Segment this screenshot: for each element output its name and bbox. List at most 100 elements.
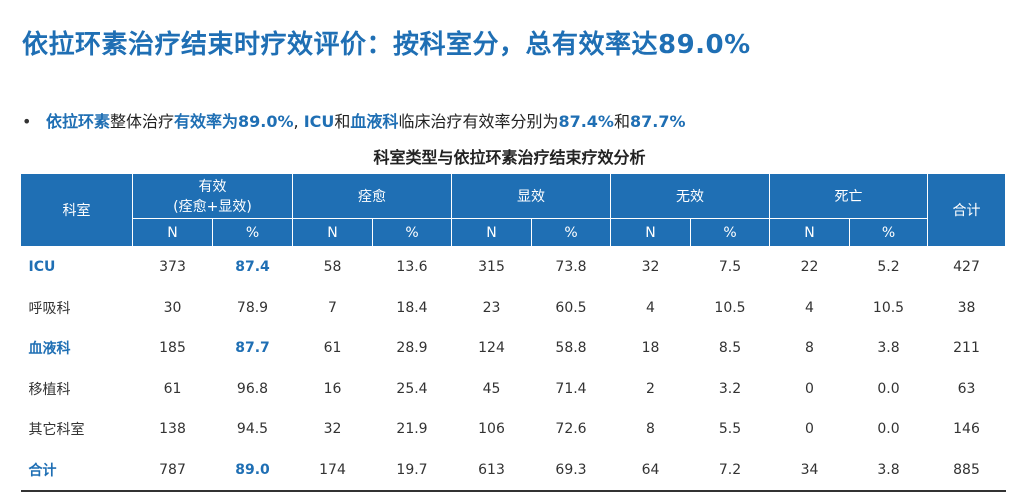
col-header-death: 死亡	[769, 173, 928, 219]
cell: 146	[953, 421, 980, 438]
cell: 8.5	[718, 340, 742, 357]
subheader-pct: %	[849, 218, 928, 247]
cell: 18	[641, 340, 660, 357]
cell: 8	[646, 421, 655, 438]
col-header-effective-line1: 有效	[198, 179, 227, 195]
cell: 30	[163, 299, 182, 316]
cell: 34	[769, 449, 850, 492]
cell: 0.0	[877, 421, 900, 438]
cell: 45	[482, 380, 501, 397]
cell: 19.7	[372, 449, 452, 492]
subheader-pct: %	[212, 218, 293, 247]
cell: 28.9	[396, 340, 428, 357]
bullet-marker: •	[22, 112, 32, 131]
efficacy-table: 科室 有效 (痊愈+显效) 痊愈 显效 无效 死亡 合计 N % N % N %…	[20, 173, 1006, 492]
subheader-n: N	[292, 218, 373, 247]
cell: 72.6	[555, 421, 587, 438]
cell: 13.6	[396, 259, 428, 276]
col-header-marked: 显效	[451, 173, 611, 219]
cell: 2	[646, 380, 655, 397]
cell: 106	[478, 421, 505, 438]
subheader-pct: %	[690, 218, 770, 247]
cell: 5.5	[718, 421, 742, 438]
subheader-pct: %	[372, 218, 452, 247]
table-row: 呼吸科 30 78.9 7 18.4 23 60.5 4 10.5 4 10.5…	[21, 288, 1006, 329]
cell: 10.5	[872, 299, 905, 316]
cell: 4	[646, 299, 655, 316]
dept-cell: 呼吸科	[28, 300, 71, 317]
table-row: 血液科 185 87.7 61 28.9 124 58.8 18 8.5 8 3…	[21, 328, 1006, 369]
col-header-dept: 科室	[20, 173, 133, 247]
cell: 87.4	[235, 259, 270, 276]
subheader-n: N	[610, 218, 691, 247]
cell: 0	[805, 380, 814, 397]
cell: 7	[328, 299, 337, 316]
cell: 185	[159, 340, 186, 357]
subheader-n: N	[769, 218, 850, 247]
bullet-text: ,	[293, 112, 304, 131]
cell: 0.0	[877, 380, 900, 397]
cell: 0	[805, 421, 814, 438]
cell: 10.5	[714, 299, 746, 316]
cell: 174	[292, 449, 373, 492]
table-row: 其它科室 138 94.5 32 21.9 106 72.6 8 5.5 0 0…	[21, 409, 1006, 450]
cell: 32	[323, 421, 342, 438]
bullet-text: 和	[334, 112, 351, 131]
bullet-text: 整体治疗	[110, 112, 175, 131]
col-header-ineffective: 无效	[610, 173, 770, 219]
table-row: 移植科 61 96.8 16 25.4 45 71.4 2 3.2 0 0.0 …	[21, 369, 1006, 410]
subheader-n: N	[451, 218, 532, 247]
cell: 64	[610, 449, 691, 492]
cell: 87.7	[235, 340, 270, 357]
cell: 3.8	[877, 340, 900, 357]
dept-cell: 其它科室	[28, 422, 85, 439]
cell: 96.8	[236, 380, 269, 397]
cell: 21.9	[396, 421, 428, 438]
drug-name: 依拉环素	[46, 112, 111, 131]
cell: 73.8	[555, 259, 587, 276]
cell: 211	[953, 340, 980, 357]
cell: 89.0	[212, 449, 293, 492]
cell: 58.8	[555, 340, 587, 357]
cell: 61	[163, 380, 182, 397]
cell: 315	[478, 259, 505, 276]
cell: 78.9	[236, 299, 269, 316]
cell: 7.5	[718, 259, 742, 276]
cell: 32	[641, 259, 660, 276]
page-title: 依拉环素治疗结束时疗效评价：按科室分，总有效率达89.0%	[22, 30, 751, 60]
cell: 60.5	[555, 299, 587, 316]
table-row: ICU 373 87.4 58 13.6 315 73.8 32 7.5 22 …	[21, 247, 1006, 288]
cell: 71.4	[555, 380, 587, 397]
cell: 16	[323, 380, 342, 397]
cell: 5.2	[877, 259, 900, 276]
subheader-n: N	[132, 218, 213, 247]
dept-cell: 合计	[20, 449, 133, 492]
summary-bullet: • 依拉环素整体治疗有效率为89.0%, ICU和血液科临床治疗有效率分别为87.…	[22, 108, 686, 132]
col-header-cured: 痊愈	[292, 173, 452, 219]
cell: 63	[957, 380, 976, 397]
icu-rate: 87.4%	[558, 112, 614, 131]
cell: 22	[800, 259, 819, 276]
icu-label: ICU	[303, 112, 335, 131]
col-header-effective-line2: (痊愈+显效)	[173, 199, 252, 215]
cell: 885	[927, 449, 1006, 492]
dept-cell: ICU	[28, 259, 56, 276]
cell: 61	[323, 340, 342, 357]
dept-cell: 血液科	[28, 341, 71, 358]
subheader-pct: %	[531, 218, 611, 247]
bullet-text: 临床治疗有效率分别为	[398, 112, 559, 131]
cell: 138	[159, 421, 186, 438]
cell: 613	[451, 449, 532, 492]
cell: 8	[805, 340, 814, 357]
cell: 4	[805, 299, 814, 316]
overall-rate: 有效率为89.0%	[174, 112, 294, 131]
cell: 25.4	[396, 380, 428, 397]
cell: 124	[478, 340, 505, 357]
hematology-label: 血液科	[350, 112, 399, 131]
cell: 23	[482, 299, 501, 316]
cell: 7.2	[690, 449, 770, 492]
col-header-total: 合计	[927, 173, 1006, 247]
cell: 69.3	[531, 449, 611, 492]
cell: 3.2	[718, 380, 742, 397]
bullet-text: 和	[613, 112, 630, 131]
